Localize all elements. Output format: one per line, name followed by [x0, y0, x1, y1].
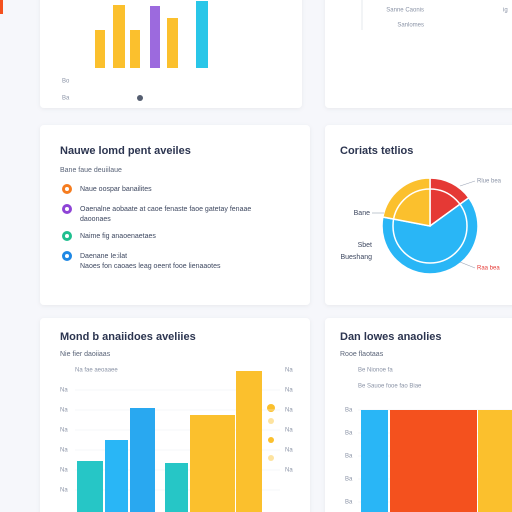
bar: [478, 410, 512, 512]
bar: [165, 463, 188, 512]
bar: [95, 30, 105, 68]
axis-label: Ba: [62, 96, 70, 102]
bar: [113, 5, 125, 68]
bar: [361, 410, 388, 512]
tick-label: Na: [285, 388, 293, 394]
tick-label: Ba: [345, 454, 353, 460]
list-text: Naoes fon caoaes leag oeent fooe lienaao…: [80, 263, 221, 270]
text: Sanlomes: [397, 23, 424, 29]
tick-label: Ba: [345, 431, 353, 437]
card-subtitle: Bane faue deuiilaue: [60, 167, 122, 174]
pie-inner-ring: [392, 188, 468, 264]
tick-label: Na: [285, 408, 293, 414]
tick-label: Na: [60, 468, 68, 474]
text: Sanne Caonis: [386, 8, 424, 14]
card-title: Mond b anaiidoes aveliies: [60, 331, 196, 343]
card-title: Nauwe lomd pent aveiles: [60, 145, 191, 157]
card-title: Coriats tetlios: [340, 145, 413, 157]
pie-label: Bueshang: [340, 254, 372, 261]
icon: [137, 95, 143, 101]
note: Be Sauoe fooe fao Biae: [358, 384, 422, 390]
dot: [268, 455, 274, 461]
bar: [390, 410, 477, 512]
card-subtitle: Rooe flaotaas: [340, 351, 384, 358]
axis-label: Bo: [62, 79, 70, 85]
list-text: daoonaes: [80, 216, 111, 223]
pie-label: Rlue bea: [477, 179, 502, 185]
card-title: Dan lowes anaolies: [340, 331, 441, 343]
dot: [268, 418, 274, 424]
bar: [77, 461, 103, 512]
leader: [459, 180, 476, 187]
bar: [190, 415, 235, 512]
bar: [130, 30, 140, 68]
bar: [150, 6, 160, 68]
tick-label: Na: [285, 368, 293, 374]
bar: [130, 408, 155, 512]
bar: [167, 18, 178, 68]
tick-label: Na: [285, 428, 293, 434]
pie-label: Sbet: [358, 242, 372, 249]
text: ig: [503, 8, 508, 14]
bar: [236, 371, 262, 512]
note: Be Nionoe fa: [358, 368, 393, 374]
tick-label: Na: [60, 388, 68, 394]
dot: [268, 437, 274, 443]
bar: [105, 440, 128, 512]
list-text: Naime fig anaoenaetaes: [80, 233, 156, 240]
tick-label: Na: [60, 488, 68, 494]
card-subtitle: Nie fier daoiiaas: [60, 351, 111, 358]
leader: [459, 261, 476, 269]
tick-label: Na: [60, 448, 68, 454]
list-text: Daenane Ie:ilat: [80, 253, 127, 260]
list-text: Oaenalne aobaate at caoe fenaste faoe ga…: [80, 206, 251, 213]
tick-label: Ba: [345, 477, 353, 483]
tick-label: Na: [285, 468, 293, 474]
tick-label: Na: [60, 428, 68, 434]
card: [325, 0, 512, 108]
dot: [267, 404, 275, 412]
bar: [196, 1, 208, 68]
tick-label: Na: [60, 408, 68, 414]
tick-label: Ba: [345, 408, 353, 414]
list-text: Naue oospar banailites: [80, 186, 152, 193]
card: [40, 125, 310, 305]
note: Na fae aeoaaee: [75, 368, 118, 374]
tick-label: Na: [285, 448, 293, 454]
pie-label: Raa bea: [477, 266, 500, 272]
list-icon-center: [65, 234, 69, 238]
list-icon-center: [65, 207, 69, 211]
pie-label: Bane: [354, 210, 370, 217]
edge-accent: [0, 0, 3, 14]
tick-label: Ba: [345, 500, 353, 506]
list-icon-center: [65, 187, 69, 191]
list-icon-center: [65, 254, 69, 258]
